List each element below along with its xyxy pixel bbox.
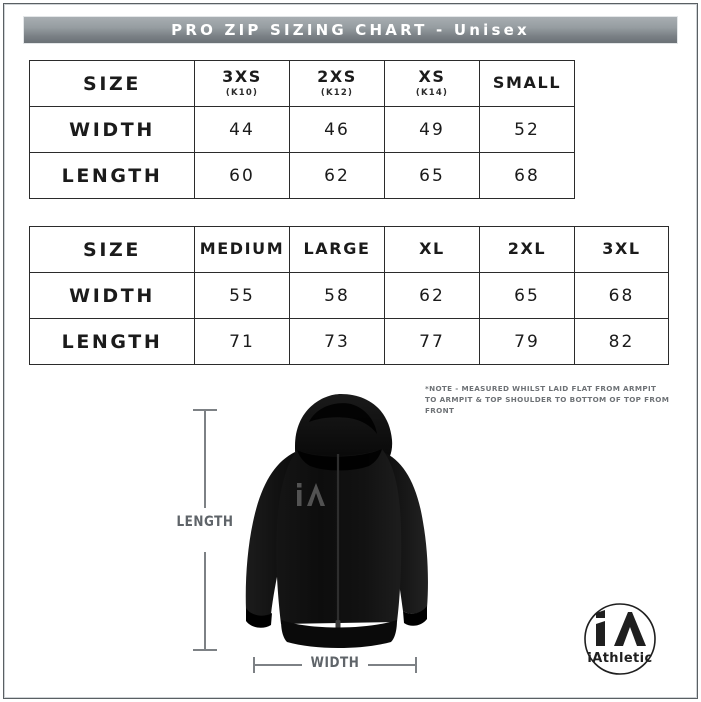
width-dimension-label: WIDTH: [310, 655, 360, 671]
column-header-label: 3XL: [602, 239, 641, 259]
column-header-label: XL: [419, 239, 445, 259]
cell-length-2xl: 79: [479, 318, 575, 365]
logo-letter-a: [614, 612, 646, 646]
cell-length-medium: 71: [194, 318, 290, 365]
table-row: SIZE MEDIUM LARGE XL 2XL 3XL: [29, 226, 669, 273]
chest-logo-icon: [297, 483, 325, 506]
column-header-sublabel: (K10): [225, 88, 259, 99]
measurement-note-line-1: *NOTE - MEASURED WHILST LAID FLAT FROM A…: [425, 384, 657, 393]
chart-header-bar: PRO ZIP SIZING CHART - Unisex: [23, 16, 678, 44]
cell-width-3xs: 44: [194, 106, 290, 153]
width-line-left: [254, 664, 302, 666]
column-header-large: LARGE: [289, 226, 385, 273]
sizing-table-adult: SIZE MEDIUM LARGE XL 2XL 3XL WIDTH 55 58…: [29, 226, 669, 365]
table-row: WIDTH 55 58 62 65 68: [29, 272, 669, 319]
column-header-small: SMALL: [479, 60, 575, 107]
column-header-medium: MEDIUM: [194, 226, 290, 273]
length-dimension-label: LENGTH: [176, 514, 234, 530]
column-header-label: 2XL: [507, 239, 547, 259]
row-header-width: WIDTH: [29, 272, 195, 319]
measurement-note: *NOTE - MEASURED WHILST LAID FLAT FROM A…: [425, 383, 687, 416]
collar: [297, 449, 382, 471]
column-header-label: XS: [418, 66, 446, 86]
garment-illustration: [237, 392, 437, 654]
cell-length-2xs: 62: [289, 152, 385, 199]
column-header-xs: XS (K14): [384, 60, 480, 107]
cell-width-2xs: 46: [289, 106, 385, 153]
column-header-label: SMALL: [492, 73, 562, 93]
sizing-table-youth: SIZE 3XS (K10) 2XS (K12) XS (K14) SMALL WID…: [29, 60, 575, 199]
table-row: LENGTH 60 62 65 68: [29, 152, 575, 199]
cell-length-xl: 77: [384, 318, 480, 365]
column-header-label: LARGE: [303, 239, 371, 259]
cell-width-large: 58: [289, 272, 385, 319]
left-cuff: [246, 608, 272, 628]
column-header-2xl: 2XL: [479, 226, 575, 273]
column-header-label: MEDIUM: [199, 239, 285, 259]
column-header-xl: XL: [384, 226, 480, 273]
cell-width-3xl: 68: [574, 272, 669, 319]
cell-length-xs: 65: [384, 152, 480, 199]
table-row: WIDTH 44 46 49 52: [29, 106, 575, 153]
row-header-width: WIDTH: [29, 106, 195, 153]
column-header-label: 2XS: [317, 66, 357, 86]
zip-hoodie-icon: [245, 394, 428, 648]
column-header-3xs: 3XS (K10): [194, 60, 290, 107]
cell-width-xs: 49: [384, 106, 480, 153]
table-row: LENGTH 71 73 77 79 82: [29, 318, 669, 365]
width-dimension-annotation: WIDTH: [250, 652, 420, 678]
row-header-size: SIZE: [29, 226, 195, 273]
column-header-sublabel: (K12): [320, 88, 354, 99]
length-dimension-annotation: LENGTH: [170, 404, 240, 656]
cell-width-xl: 62: [384, 272, 480, 319]
right-cuff: [403, 606, 427, 626]
width-line-right: [368, 664, 416, 666]
logo-circle: [584, 603, 656, 675]
cell-width-small: 52: [479, 106, 575, 153]
page-title: PRO ZIP SIZING CHART - Unisex: [171, 21, 530, 39]
row-header-length: LENGTH: [29, 152, 195, 199]
length-line-lower: [204, 552, 206, 650]
length-line-upper: [204, 410, 206, 508]
row-header-length: LENGTH: [29, 318, 195, 365]
iathletic-logo-icon: iAthletic: [584, 603, 656, 675]
logo-letter-i: [596, 621, 605, 646]
column-header-2xs: 2XS (K12): [289, 60, 385, 107]
logo-wordmark: iAthletic: [587, 651, 652, 666]
cell-length-small: 68: [479, 152, 575, 199]
width-cap-right: [415, 657, 417, 673]
cell-width-2xl: 65: [479, 272, 575, 319]
table-row: SIZE 3XS (K10) 2XS (K12) XS (K14) SMALL: [29, 60, 575, 107]
cell-width-medium: 55: [194, 272, 290, 319]
hem-band: [281, 620, 397, 648]
row-header-size: SIZE: [29, 60, 195, 107]
cell-length-large: 73: [289, 318, 385, 365]
hood-inner: [309, 403, 377, 434]
logo-letter-i-dot: [596, 610, 605, 618]
brand-logo: iAthletic: [572, 600, 668, 678]
column-header-sublabel: (K14): [415, 88, 449, 99]
measurement-note-line-2: TO ARMPIT & TOP SHOULDER TO BOTTOM OF TO…: [425, 395, 670, 416]
cell-length-3xs: 60: [194, 152, 290, 199]
length-cap-bottom: [193, 649, 217, 651]
column-header-label: 3XS: [222, 66, 262, 86]
cell-length-3xl: 82: [574, 318, 669, 365]
column-header-3xl: 3XL: [574, 226, 669, 273]
